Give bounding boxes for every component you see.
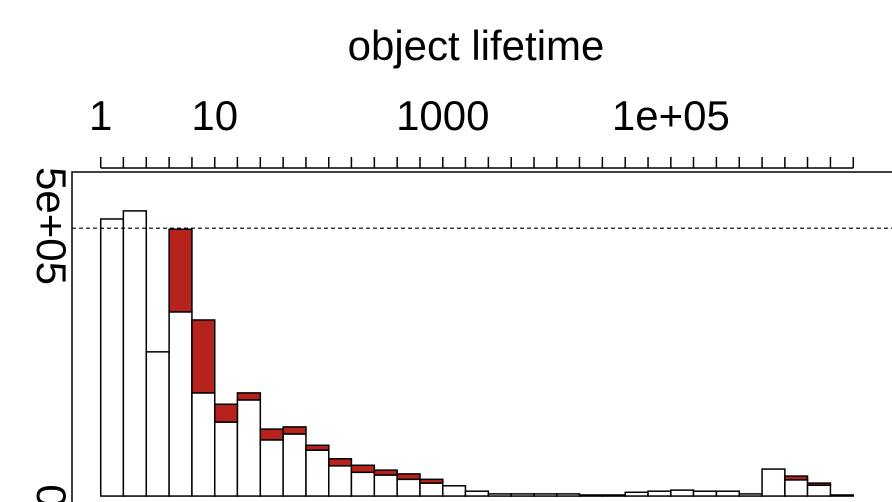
bar	[305, 449, 330, 497]
bar	[213, 403, 239, 423]
bar	[328, 458, 353, 467]
bar	[419, 482, 444, 497]
bar	[168, 228, 193, 313]
bar	[784, 479, 809, 497]
bar	[442, 485, 467, 497]
x-tick-label: 1	[89, 92, 112, 139]
x-tick-label: 1e+05	[612, 92, 730, 139]
bar	[419, 478, 444, 484]
bar	[806, 482, 832, 487]
bar	[601, 494, 626, 497]
x-tick-label: 10	[191, 92, 238, 139]
bar	[99, 218, 125, 497]
bar	[647, 490, 672, 497]
bar	[259, 428, 284, 441]
bar	[350, 464, 376, 474]
bar	[510, 493, 535, 497]
bar	[761, 468, 786, 497]
bar	[578, 494, 604, 497]
bar	[236, 392, 262, 401]
bar	[191, 392, 216, 497]
bar	[738, 493, 763, 497]
bar	[373, 469, 398, 476]
bar	[191, 319, 216, 394]
bar	[305, 444, 330, 451]
bar	[396, 473, 421, 481]
bar	[624, 491, 649, 497]
bar	[670, 489, 695, 497]
bar	[328, 465, 353, 497]
bar	[259, 439, 284, 497]
bar	[692, 490, 718, 497]
x-tick-label: 1000	[396, 92, 489, 139]
bar	[350, 471, 376, 497]
bar	[533, 493, 558, 497]
bar	[282, 433, 307, 497]
bar	[784, 475, 809, 481]
plot-frame	[71, 171, 892, 502]
bar	[464, 490, 490, 497]
bar	[396, 478, 421, 497]
bar	[556, 493, 581, 497]
chart-title: object lifetime	[348, 22, 605, 69]
y-tick-label: 5e+05	[28, 167, 75, 285]
bar	[145, 351, 170, 497]
bar	[487, 493, 512, 497]
bar	[168, 311, 193, 497]
bar	[829, 494, 855, 497]
bar	[122, 210, 148, 497]
bar	[806, 484, 832, 497]
bar	[715, 490, 740, 497]
bar	[282, 426, 307, 435]
bar	[236, 399, 262, 497]
y-tick-label: 0	[28, 484, 75, 502]
bar	[213, 421, 239, 497]
bar	[373, 474, 398, 497]
